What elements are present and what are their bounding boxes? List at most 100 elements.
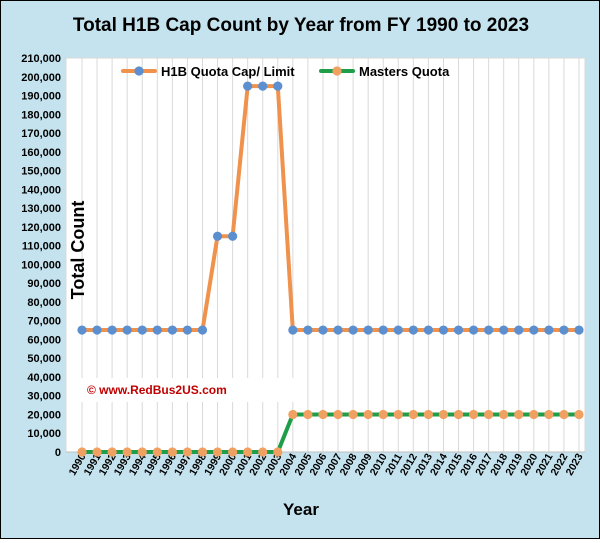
data-point-s0-2016 [468,325,479,335]
data-point-s1-2013 [423,409,433,420]
data-point-s0-2021 [544,325,554,335]
data-point-s1-2010 [378,409,388,420]
data-point-s1-2007 [333,409,343,420]
y-tick-label: 20,000 [27,409,61,421]
y-tick-label: 160,000 [21,147,61,159]
data-point-s0-1995 [152,325,162,335]
y-tick-label: 190,000 [21,91,61,103]
data-point-s0-1999 [212,231,223,241]
data-point-s1-2020 [529,409,539,420]
y-tick-label: 80,000 [27,297,61,309]
data-point-s1-2011 [393,409,403,420]
y-tick-label: 10,000 [27,428,61,440]
y-tick-label: 40,000 [27,372,61,384]
y-tick-label: 50,000 [27,353,61,365]
data-point-s1-1990 [77,447,87,457]
y-axis-label: Total Count [68,201,88,300]
data-point-s0-2002 [258,81,268,91]
data-point-s1-2017 [484,409,494,420]
data-point-s1-2009 [363,409,373,420]
y-tick-label: 120,000 [21,222,61,234]
data-point-s0-2019 [514,325,524,335]
data-point-s0-2010 [378,325,388,335]
data-point-s0-2006 [318,325,328,335]
data-point-s0-2007 [333,325,343,335]
x-tick-label-2023: 2023 [564,451,586,477]
data-point-s0-1991 [92,325,102,335]
y-tick-label: 180,000 [21,109,61,121]
y-tick-label: 30,000 [27,391,61,403]
y-tick-label: 110,000 [22,241,61,253]
data-point-s0-2008 [348,325,358,335]
y-tick-label: 90,000 [27,278,61,290]
y-tick-labels: 0 10,000 20,000 30,000 40,000 50,000 60,000 70,… [21,53,61,459]
y-tick-label: 150,000 [21,166,61,178]
y-tick-label: 170,000 [21,128,61,140]
data-point-s0-2013 [423,325,433,335]
data-point-s0-2022 [559,325,569,335]
watermark-background [68,378,296,402]
data-point-s1-2004 [288,409,298,420]
data-point-s1-2001 [243,447,253,457]
data-point-s1-1993 [122,447,132,457]
y-tick-label: 100,000 [21,259,61,271]
series-markers [77,81,584,457]
data-point-s1-1995 [152,447,162,457]
data-point-s1-1998 [197,447,208,457]
legend-label-1: Masters Quota [359,64,450,79]
data-point-s1-1996 [167,447,177,457]
data-point-s0-2004 [288,325,298,335]
data-point-s0-2005 [303,325,313,335]
data-point-s0-1992 [107,325,117,335]
data-point-s1-2022 [559,409,569,420]
data-point-s0-1994 [137,325,147,335]
data-point-s1-1991 [92,447,102,457]
data-point-s1-2000 [228,447,238,457]
legend-label-0: H1B Quota Cap/ Limit [161,64,295,79]
data-point-s1-2005 [303,409,313,420]
series-lines [80,84,581,454]
data-point-s0-2014 [438,325,449,335]
data-point-s1-2019 [514,409,524,420]
data-point-s1-2002 [258,447,268,457]
data-point-s1-2015 [453,409,464,420]
data-point-s0-2001 [243,81,253,91]
data-point-s0-2015 [453,325,464,335]
data-point-s0-2011 [393,325,403,335]
y-tick-label: 70,000 [27,316,61,328]
data-point-s0-2023 [574,325,584,335]
data-point-s1-2016 [468,409,479,420]
data-point-s0-2003 [273,81,283,91]
y-tick-label: 60,000 [27,334,61,346]
data-point-s1-1997 [182,447,193,457]
data-point-s1-1999 [212,447,223,457]
watermark: © www.RedBus2US.com [87,383,227,397]
chart-title: Total H1B Cap Count by Year from FY 1990… [73,15,529,36]
legend-marker-1 [332,66,342,76]
data-point-s1-1992 [107,447,117,457]
data-point-s0-1997 [182,325,193,335]
data-point-s0-2000 [228,231,238,241]
data-point-s0-1996 [167,325,177,335]
data-point-s1-2014 [438,409,449,420]
data-point-s0-1998 [197,325,208,335]
data-point-s1-2003 [273,447,283,457]
data-point-s0-2012 [408,325,418,335]
y-tick-label: 130,000 [21,203,61,215]
data-point-s1-1994 [137,447,147,457]
x-tick-labels: 1990199119921993199419951996199719981999… [67,451,586,477]
data-point-s1-2012 [408,409,418,420]
data-point-s0-2009 [363,325,373,335]
data-point-s0-2020 [529,325,539,335]
data-point-s0-2017 [484,325,494,335]
legend-marker-0 [134,66,144,76]
data-point-s1-2023 [574,409,584,420]
series-line-0 [80,84,581,332]
data-point-s1-2008 [348,409,358,420]
data-point-s1-2021 [544,409,554,420]
data-point-s1-2018 [499,409,509,420]
series-line-1 [80,412,581,454]
data-point-s0-1990 [77,325,87,335]
